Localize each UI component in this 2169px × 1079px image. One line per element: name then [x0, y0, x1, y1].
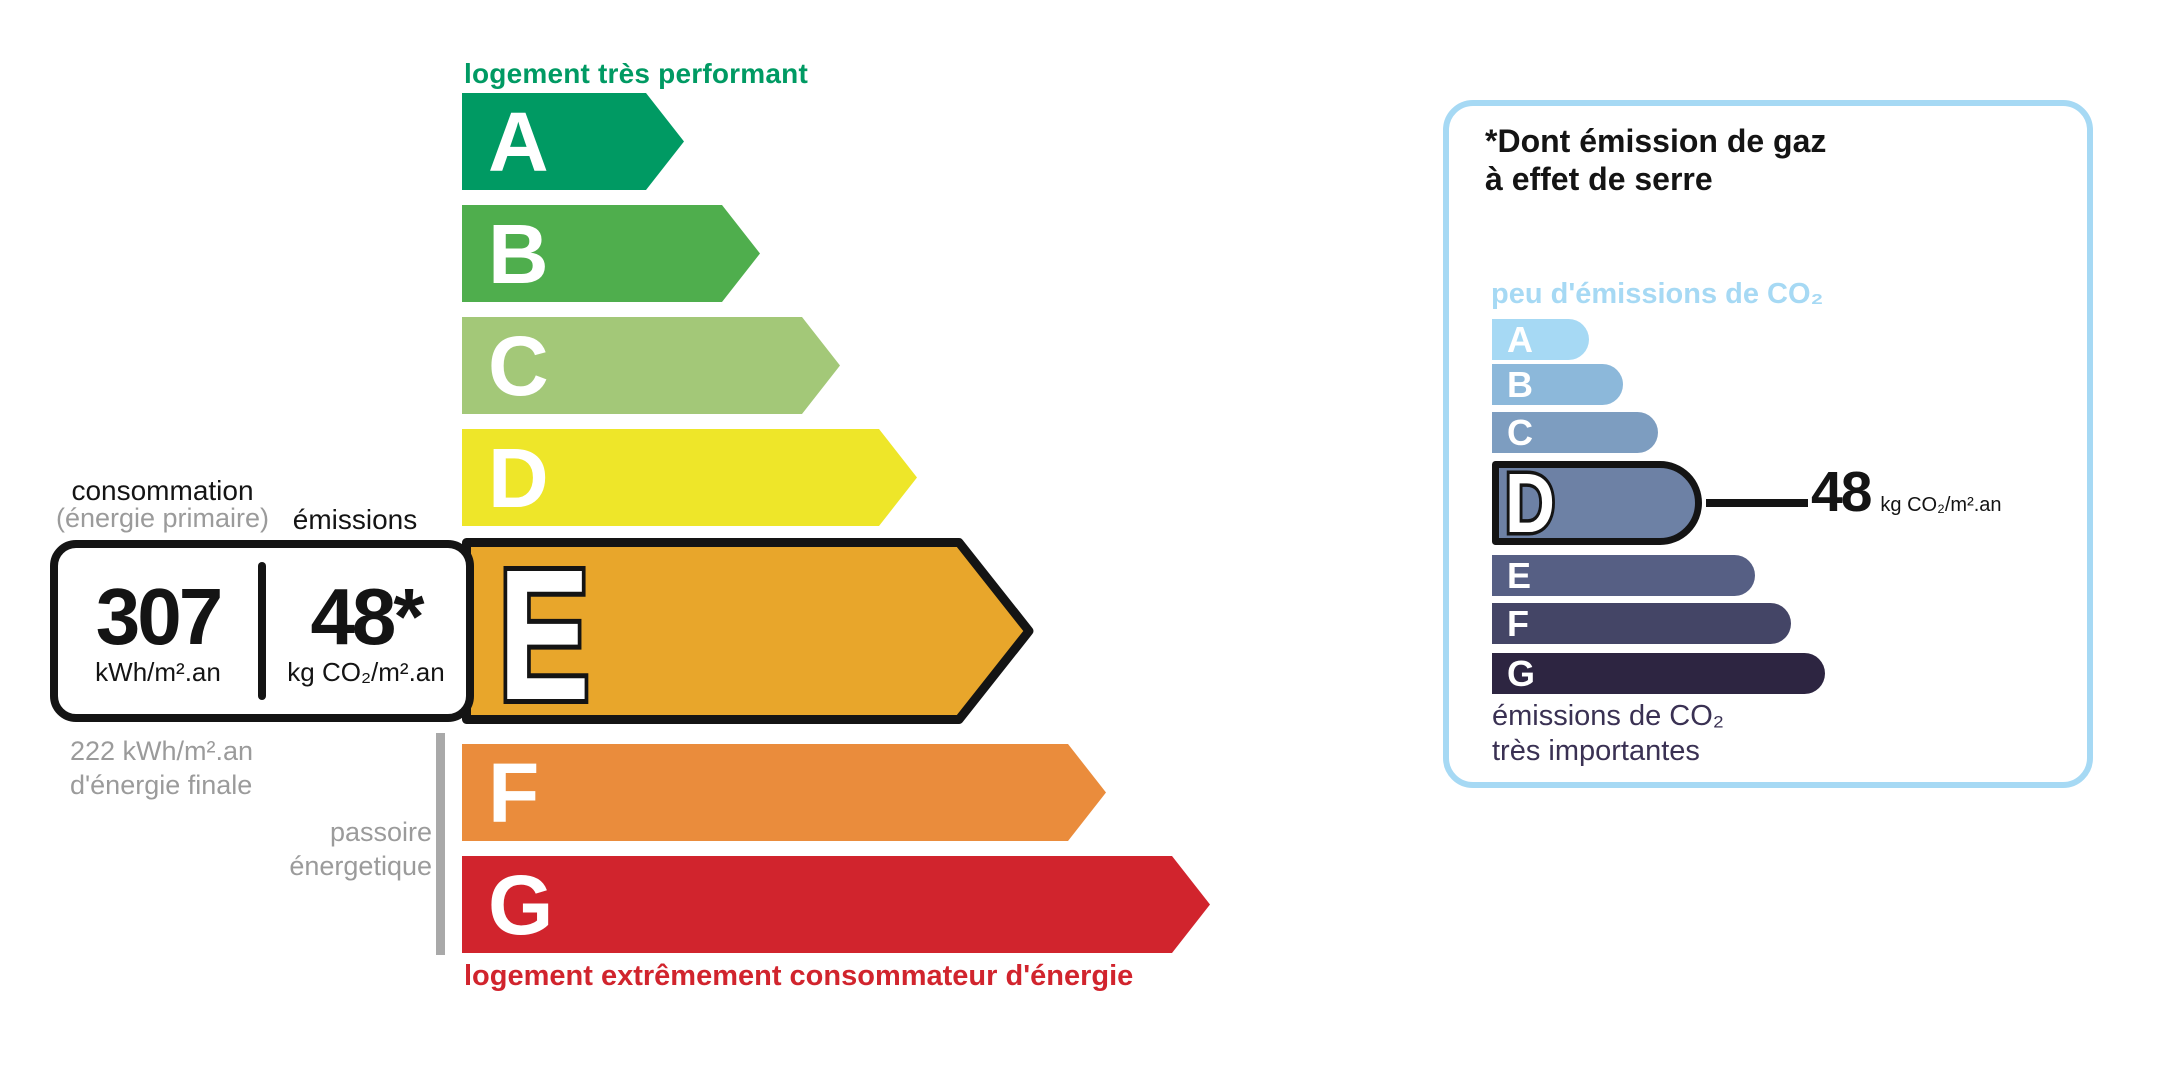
final-energy-line1: 222 kWh/m².an	[70, 736, 254, 766]
co2-scale-top-label: peu d'émissions de CO₂	[1491, 278, 1824, 310]
energy-sieve-line1: passoire	[329, 817, 432, 847]
co2-class-d-bar-current: D	[1492, 461, 1702, 545]
co2-panel-title-line1: *Dont émission de gaz	[1485, 123, 1827, 159]
energy-class-f-letter: F	[488, 745, 538, 840]
co2-class-f-letter: F	[1507, 602, 1529, 644]
energy-class-g-letter: G	[488, 857, 552, 952]
energy-class-d-letter: D	[488, 430, 547, 525]
consumption-value: 307	[95, 571, 223, 661]
emissions-value-cell: 48* kg CO₂/m².an	[266, 548, 466, 714]
final-energy-note: 222 kWh/m².an d'énergie finale	[70, 735, 253, 803]
consumption-caption-sublabel: (énergie primaire)	[55, 503, 270, 533]
final-energy-line2: d'énergie finale	[70, 769, 253, 800]
consumption-caption: consommation (énergie primaire)	[40, 477, 285, 532]
energy-scale-top-label: logement très performant	[464, 58, 808, 89]
emissions-value: 48*	[310, 571, 424, 661]
co2-scale-bottom-line2: très importantes	[1492, 734, 1700, 767]
consumption-unit: kWh/m².an	[95, 656, 221, 687]
energy-class-a-letter: A	[488, 94, 547, 189]
energy-class-g-arrow: G	[462, 856, 1210, 953]
co2-class-a-bar: A	[1492, 319, 1589, 360]
co2-class-c-letter: C	[1507, 411, 1533, 453]
co2-panel-title-line2: à effet de serre	[1485, 161, 1713, 198]
co2-callout-line	[1706, 499, 1808, 507]
co2-value-unit: kg CO₂/m².an	[1880, 494, 2002, 516]
co2-class-g-bar: G	[1492, 653, 1825, 694]
co2-value: 48	[1811, 460, 1872, 524]
energy-scale-bottom-label: logement extrêmement consommateur d'éner…	[464, 960, 1134, 992]
emissions-caption: émissions	[292, 504, 418, 535]
co2-class-e-letter: E	[1507, 554, 1532, 596]
co2-class-a-letter: A	[1507, 318, 1533, 360]
co2-callout-value: 48 kg CO₂/m².an	[1811, 464, 2002, 521]
co2-class-f-bar: F	[1492, 603, 1791, 644]
co2-class-g-letter: G	[1507, 652, 1536, 694]
co2-class-c-bar: C	[1492, 412, 1658, 453]
co2-emissions-panel: *Dont émission de gaz à effet de serre p…	[1443, 100, 2093, 788]
co2-scale-bottom-label: émissions de CO₂ très importantes	[1492, 699, 1724, 769]
energy-class-f-arrow: F	[462, 744, 1106, 841]
co2-scale-bottom-line1: émissions de CO₂	[1492, 700, 1725, 732]
energy-class-a-arrow: A	[462, 93, 684, 190]
co2-class-b-bar: B	[1492, 364, 1623, 405]
energy-class-b-arrow: B	[462, 205, 760, 302]
co2-class-d-bar-shape	[1492, 461, 1702, 545]
consumption-value-cell: 307 kWh/m².an	[58, 548, 258, 714]
energy-class-e-letter: E	[498, 538, 590, 724]
energy-sieve-line2: énergetique	[289, 850, 432, 881]
energy-sieve-bar	[436, 733, 445, 955]
consumption-caption-label: consommation	[71, 475, 254, 506]
energy-class-c-arrow: C	[462, 317, 840, 414]
energy-class-b-letter: B	[488, 206, 547, 301]
current-values-box: 307 kWh/m².an 48* kg CO₂/m².an	[50, 540, 474, 722]
energy-class-e-arrow-current: E	[462, 538, 1034, 724]
co2-class-d-letter: D	[1505, 461, 1555, 545]
co2-class-e-bar: E	[1492, 555, 1755, 596]
emissions-unit: kg CO₂/m².an	[287, 656, 445, 687]
co2-panel-title: *Dont émission de gaz à effet de serre	[1485, 122, 1826, 199]
energy-sieve-label: passoire énergetique	[230, 816, 432, 884]
energy-class-d-arrow: D	[462, 429, 917, 526]
energy-class-c-letter: C	[488, 318, 547, 413]
values-box-divider	[258, 562, 266, 700]
co2-class-b-letter: B	[1507, 363, 1533, 405]
